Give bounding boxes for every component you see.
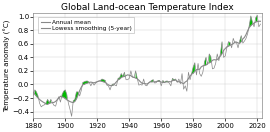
Y-axis label: Temperature anomaly (°C): Temperature anomaly (°C) — [4, 20, 11, 112]
Title: Global Land-ocean Temperature Index: Global Land-ocean Temperature Index — [61, 3, 234, 12]
Legend: Annual mean, Lowess smoothing (5-year): Annual mean, Lowess smoothing (5-year) — [38, 17, 134, 33]
